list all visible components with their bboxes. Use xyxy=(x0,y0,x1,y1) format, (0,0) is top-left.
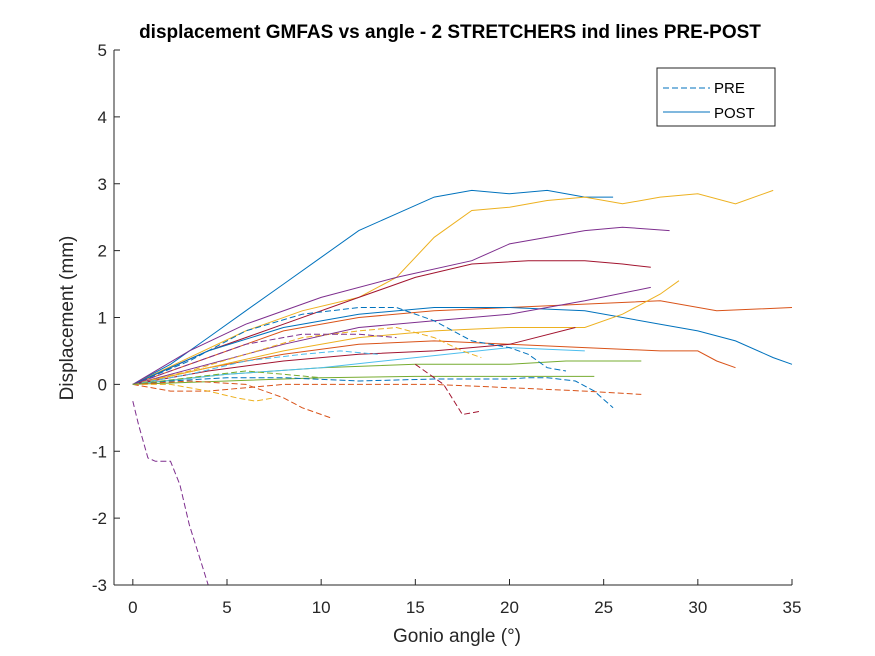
post-series-line-1 xyxy=(132,189,774,385)
x-tick-label: 15 xyxy=(406,598,425,617)
y-tick-label: 1 xyxy=(98,309,107,328)
x-tick-label: 10 xyxy=(312,598,331,617)
y-tick-label: -1 xyxy=(92,442,107,461)
post-series-line-2 xyxy=(132,226,670,385)
axes: 0 5 10 15 20 25 30 35 -3 -2 -1 0 1 2 3 4 5 xyxy=(92,41,802,617)
pre-series-line-13 xyxy=(132,400,209,586)
x-tick-label: 35 xyxy=(783,598,802,617)
post-series-line-9 xyxy=(132,280,680,385)
legend: PRE POST xyxy=(656,67,776,127)
y-tick-label: 4 xyxy=(98,108,107,127)
y-tick-label: 5 xyxy=(98,41,107,60)
y-tick-label: 3 xyxy=(98,175,107,194)
pre-series-line-22 xyxy=(132,333,397,385)
post-series-line-12 xyxy=(132,375,595,385)
chart-title: displacement GMFAS vs angle - 2 STRETCHE… xyxy=(139,22,761,43)
post-series-line-5 xyxy=(132,307,793,385)
y-tick-label: 2 xyxy=(98,242,107,261)
pre-series-line-19 xyxy=(132,307,567,385)
y-tick-label: -3 xyxy=(92,576,107,595)
post-series-line-0 xyxy=(132,189,614,385)
y-tick-label: -2 xyxy=(92,509,107,528)
legend-pre-label: PRE xyxy=(714,80,745,97)
pre-series-line-23 xyxy=(132,370,322,385)
legend-post-label: POST xyxy=(714,105,755,122)
post-series-line-11 xyxy=(132,327,576,385)
post-series-line-3 xyxy=(132,260,651,385)
legend-box xyxy=(656,67,776,127)
series-layer xyxy=(132,189,793,586)
pre-series-line-20 xyxy=(132,326,482,385)
y-axis-label: Displacement (mm) xyxy=(57,236,78,401)
plot-area xyxy=(114,50,792,585)
post-series-line-10 xyxy=(132,286,651,385)
pre-series-line-16 xyxy=(132,383,275,402)
x-tick-label: 0 xyxy=(128,598,137,617)
y-tick-label: 0 xyxy=(98,375,107,394)
pre-series-line-14 xyxy=(132,377,614,409)
x-tick-label: 20 xyxy=(500,598,519,617)
post-series-line-8 xyxy=(132,347,585,385)
pre-series-line-17 xyxy=(132,380,331,419)
pre-series-line-15 xyxy=(132,383,642,395)
x-tick-label: 30 xyxy=(688,598,707,617)
x-tick-label: 5 xyxy=(222,598,231,617)
x-axis-label: Gonio angle (°) xyxy=(393,626,521,647)
pre-series-line-21 xyxy=(132,350,378,385)
x-tick-label: 25 xyxy=(594,598,613,617)
